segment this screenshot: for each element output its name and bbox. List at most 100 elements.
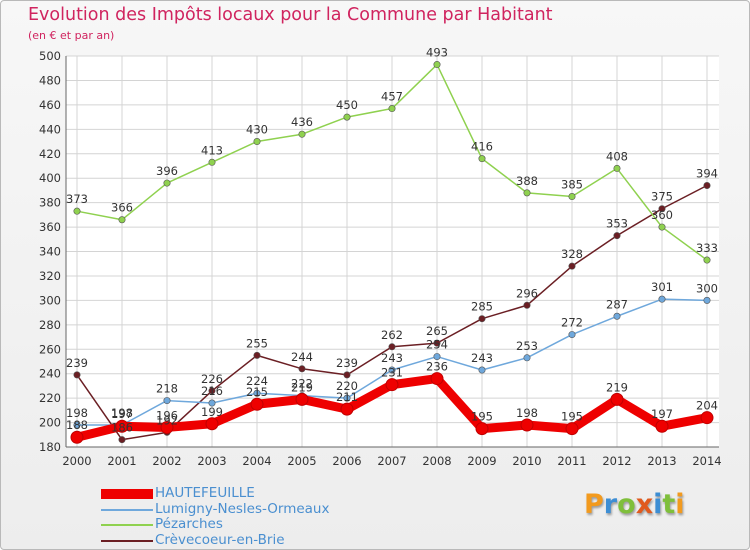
data-point (520, 418, 534, 432)
data-point (703, 256, 711, 264)
data-point (523, 189, 531, 197)
data-point (250, 397, 264, 411)
data-label: 244 (291, 350, 313, 364)
data-label: 198 (516, 406, 538, 420)
legend-swatch (101, 539, 153, 542)
data-point (208, 399, 216, 407)
data-label: 388 (516, 174, 538, 188)
legend-label: Pézarches (155, 516, 223, 532)
data-point (73, 371, 81, 379)
legend-swatch (101, 524, 153, 526)
data-point (613, 312, 621, 320)
logo-letter: o (617, 489, 636, 520)
data-point (388, 105, 396, 113)
data-label: 239 (336, 356, 358, 370)
data-label: 301 (651, 280, 673, 294)
data-point (205, 417, 219, 431)
logo-letter: i (675, 489, 685, 520)
data-labels: 188 197 196 199 215 219 211 231 236 195 198 195 219 1… (66, 46, 718, 435)
data-label: 204 (696, 399, 718, 413)
data-label: 219 (606, 380, 628, 394)
data-label: 416 (471, 140, 493, 154)
data-label: 219 (291, 380, 313, 394)
data-label: 192 (156, 413, 178, 427)
proxiti-logo: Proxiti (584, 489, 685, 520)
data-label: 216 (201, 384, 223, 398)
data-label: 188 (66, 418, 88, 432)
y-tick-label: 420 (39, 147, 61, 161)
x-tick-label: 2001 (107, 454, 136, 468)
data-label: 195 (561, 410, 583, 424)
data-point (298, 365, 306, 373)
data-label: 450 (336, 98, 358, 112)
data-label: 231 (381, 366, 403, 380)
logo-letter: r (603, 489, 618, 520)
data-label: 199 (201, 405, 223, 419)
data-label: 197 (651, 407, 673, 421)
y-tick-label: 340 (39, 245, 61, 259)
y-tick-label: 300 (39, 293, 61, 307)
data-point (433, 61, 441, 69)
data-point (475, 422, 489, 436)
data-point (385, 378, 399, 392)
data-point (73, 207, 81, 215)
data-point (163, 179, 171, 187)
data-point (478, 366, 486, 374)
data-point (478, 315, 486, 323)
x-tick-label: 2000 (62, 454, 91, 468)
y-tick-label: 380 (39, 196, 61, 210)
data-point (613, 164, 621, 172)
data-label: 300 (696, 281, 718, 295)
data-label: 375 (651, 190, 673, 204)
data-point (70, 430, 84, 444)
data-label: 436 (291, 115, 313, 129)
logo-letter: t (662, 489, 676, 520)
data-point (433, 339, 441, 347)
data-label: 197 (111, 407, 133, 421)
x-tick-label: 2003 (197, 454, 226, 468)
data-label: 239 (66, 356, 88, 370)
data-point (700, 411, 714, 425)
data-point (118, 216, 126, 224)
data-point (568, 193, 576, 201)
data-label: 198 (66, 406, 88, 420)
series-lines (70, 61, 714, 444)
data-label: 215 (246, 385, 268, 399)
data-point (160, 420, 174, 434)
data-label: 272 (561, 316, 583, 330)
legend-swatch (101, 489, 153, 499)
x-tick-label: 2011 (557, 454, 586, 468)
data-label: 243 (471, 351, 493, 365)
y-tick-label: 260 (39, 342, 61, 356)
data-label: 186 (111, 421, 133, 435)
x-tick-label: 2007 (377, 454, 406, 468)
data-point (253, 389, 261, 397)
data-point (298, 130, 306, 138)
y-tick-label: 220 (39, 391, 61, 405)
data-label: 226 (201, 372, 223, 386)
x-tick-label: 2014 (692, 454, 721, 468)
data-label: 195 (471, 410, 493, 424)
legend-swatch (101, 508, 153, 511)
data-point (163, 397, 171, 405)
data-point (610, 392, 624, 406)
x-tick-label: 2002 (152, 454, 181, 468)
y-tick-label: 240 (39, 367, 61, 381)
data-label: 457 (381, 90, 403, 104)
y-tick-label: 360 (39, 220, 61, 234)
x-tick-label: 2004 (242, 454, 271, 468)
y-tick-label: 320 (39, 269, 61, 283)
data-label: 262 (381, 328, 403, 342)
data-point (118, 436, 126, 444)
data-point (343, 394, 351, 402)
x-tick-label: 2009 (467, 454, 496, 468)
data-point (523, 354, 531, 362)
data-point (340, 402, 354, 416)
data-label: 394 (696, 167, 718, 181)
data-point (658, 223, 666, 231)
data-label: 408 (606, 149, 628, 163)
data-point (523, 301, 531, 309)
data-point (568, 262, 576, 270)
